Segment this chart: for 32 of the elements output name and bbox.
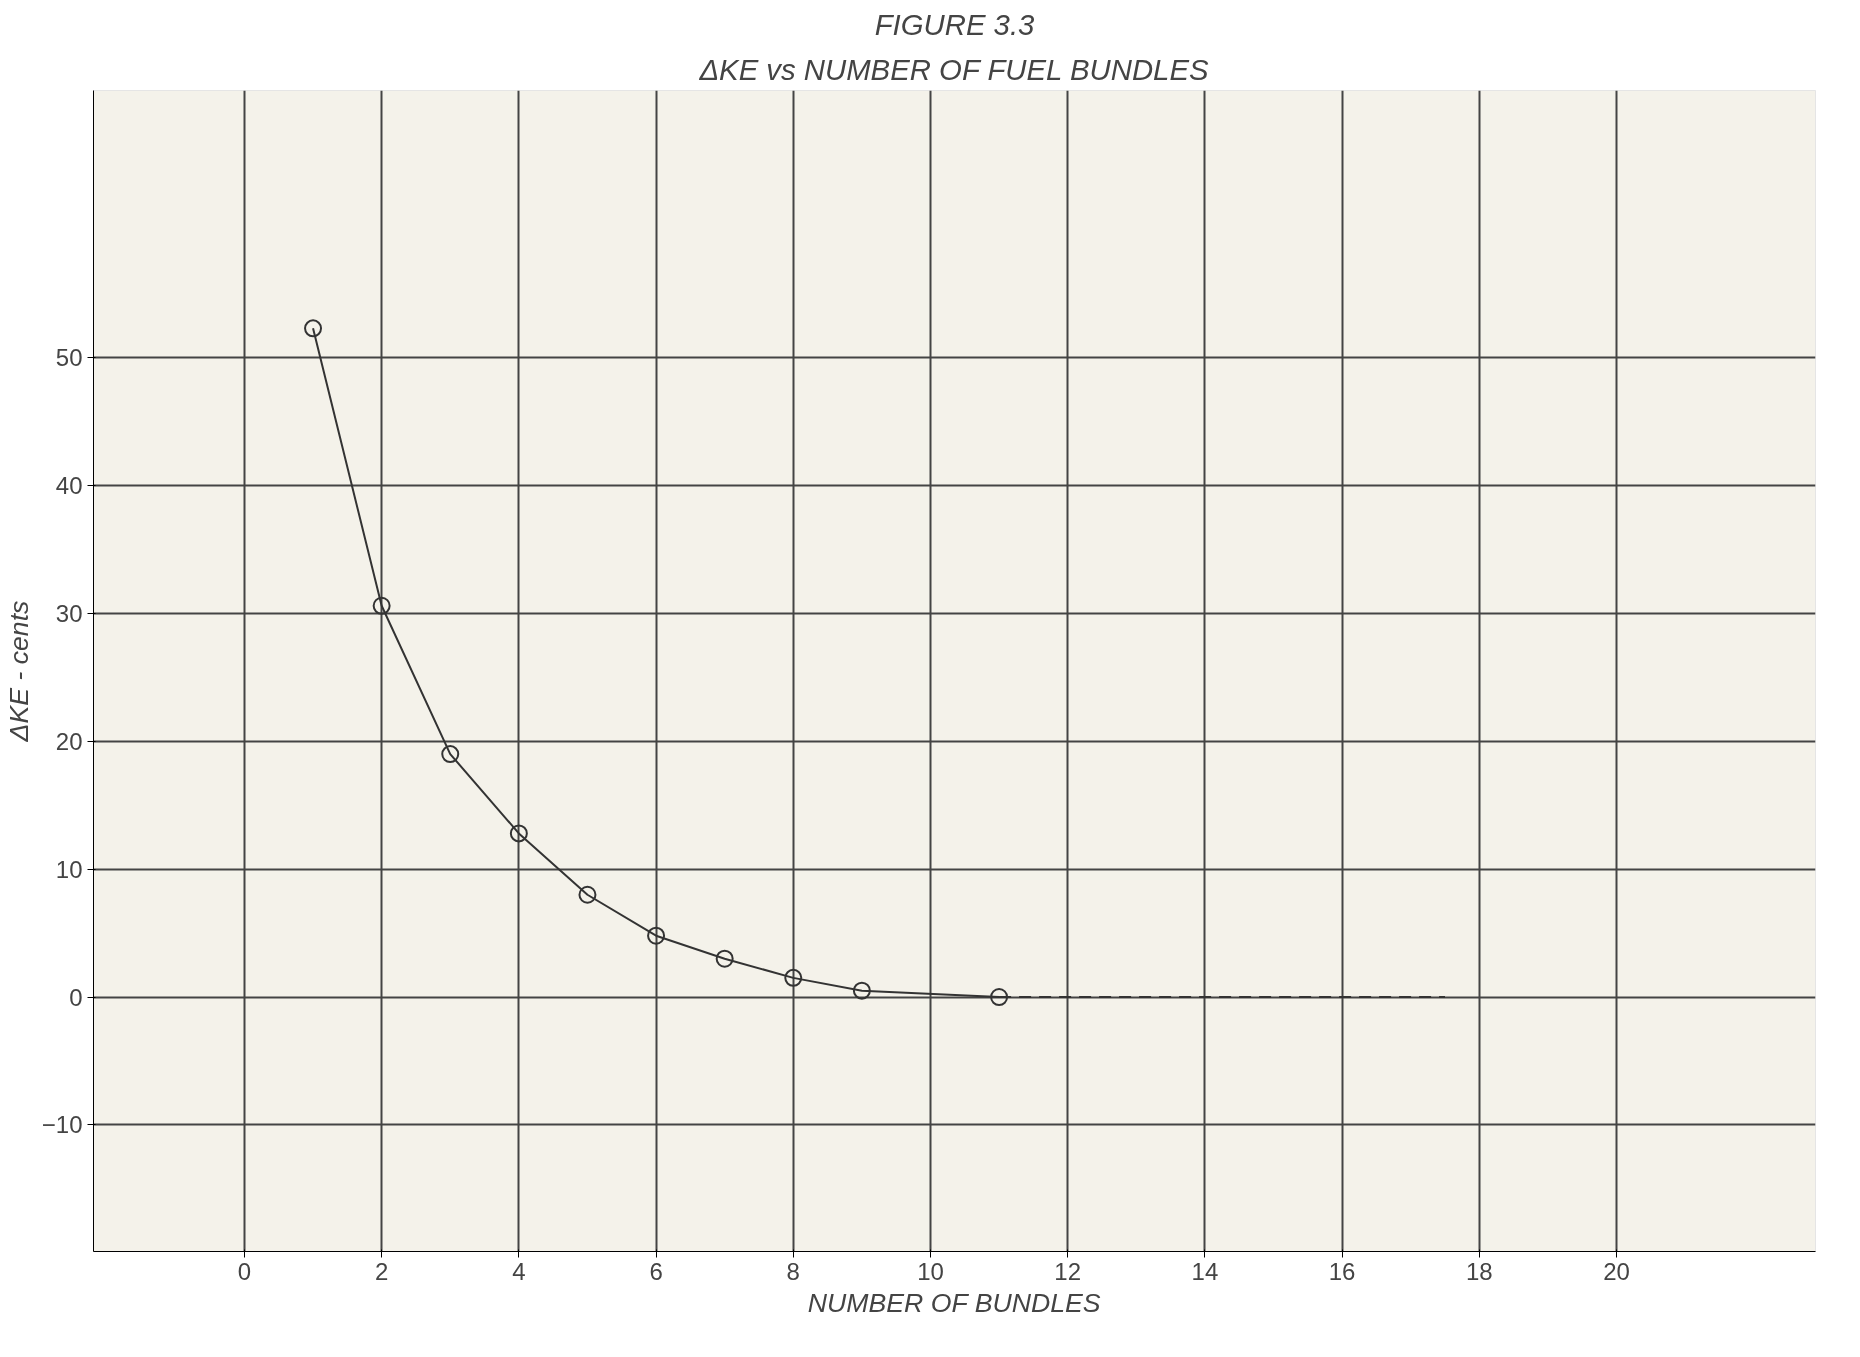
y-tick-label: 10 [55, 855, 83, 883]
y-tick-label: 50 [55, 344, 83, 372]
x-tick-label: 2 [374, 1257, 389, 1285]
point [990, 988, 1009, 1007]
point [441, 745, 460, 764]
point [578, 885, 597, 904]
x-tick-label: 4 [512, 1257, 526, 1285]
y-tick-label: −10 [41, 1111, 83, 1139]
point [372, 596, 391, 615]
y-tick-label: 0 [69, 983, 83, 1011]
x-tick-label: 16 [1328, 1257, 1356, 1285]
y-tick-label: 30 [55, 599, 83, 627]
point [304, 319, 323, 338]
point [852, 981, 871, 1000]
chart-title: FIGURE 3.3 [874, 7, 1036, 41]
x-tick-label: 0 [237, 1257, 252, 1285]
point [647, 926, 666, 945]
x-tick-label: 18 [1465, 1257, 1493, 1285]
x-tick-label: 20 [1603, 1257, 1630, 1285]
x-tick-label: 8 [786, 1257, 800, 1285]
x-tick-label: 10 [917, 1257, 944, 1285]
point [715, 949, 734, 968]
point [784, 968, 803, 987]
chart-subtitle: ΔKE vs NUMBER OF FUEL BUNDLES [698, 52, 1209, 86]
x-tick-label: 6 [649, 1257, 663, 1285]
y-tick-label: 20 [55, 727, 83, 755]
y-tick-label: 40 [55, 472, 83, 500]
x-tick-label: 12 [1054, 1257, 1082, 1285]
x-axis-title: NUMBER OF BUNDLES [807, 1287, 1101, 1318]
y-axis-title: ΔKE - cents [3, 600, 34, 743]
x-tick-label: 14 [1191, 1257, 1219, 1285]
point [509, 824, 528, 843]
